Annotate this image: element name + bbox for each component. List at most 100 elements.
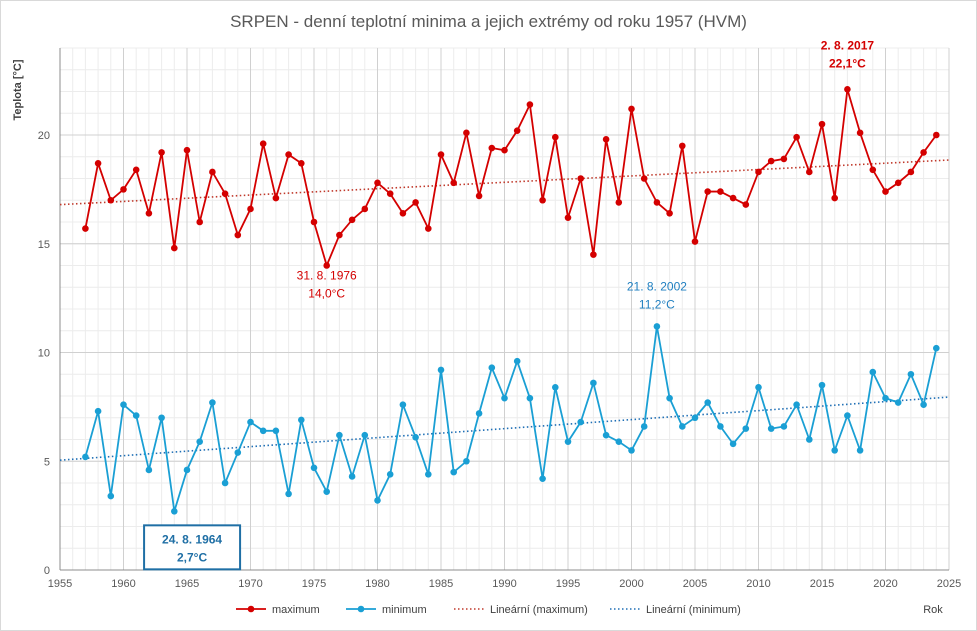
data-point-maximum <box>806 168 813 176</box>
data-point-maximum <box>856 129 864 137</box>
data-point-maximum <box>183 146 191 154</box>
data-point-maximum <box>336 231 343 239</box>
data-point-minimum <box>82 453 89 461</box>
data-point-minimum <box>717 423 724 430</box>
data-point-minimum <box>526 394 534 402</box>
data-point-maximum <box>425 225 432 232</box>
data-point-minimum <box>628 447 635 454</box>
annotation-date: 2. 8. 2017 <box>821 38 875 52</box>
data-point-minimum <box>742 425 750 432</box>
y-tick-label: 0 <box>44 565 50 577</box>
data-point-minimum <box>145 466 153 474</box>
data-point-minimum <box>183 466 191 474</box>
data-point-minimum <box>640 423 648 430</box>
data-point-minimum <box>259 427 267 435</box>
data-point-maximum <box>564 214 572 221</box>
data-point-minimum <box>120 401 127 409</box>
data-point-minimum <box>780 423 788 430</box>
data-point-maximum <box>285 151 292 158</box>
annotation-value: 22,1°C <box>829 56 866 70</box>
annotation-date: 31. 8. 1976 <box>297 269 357 283</box>
data-point-minimum <box>806 436 813 443</box>
data-point-maximum <box>691 238 699 245</box>
x-tick-label: 1985 <box>429 578 453 590</box>
data-point-minimum <box>310 464 318 472</box>
data-point-minimum <box>564 438 572 445</box>
data-point-maximum <box>869 166 877 174</box>
data-point-minimum <box>933 344 940 352</box>
data-point-minimum <box>818 381 826 389</box>
data-point-maximum <box>82 225 89 232</box>
data-point-minimum <box>374 497 381 504</box>
data-point-minimum <box>475 410 483 417</box>
data-point-minimum <box>539 475 546 482</box>
data-point-maximum <box>348 216 356 224</box>
data-point-minimum <box>348 473 356 480</box>
data-point-minimum <box>450 468 458 476</box>
x-tick-label: 2020 <box>873 578 897 590</box>
data-point-maximum <box>513 127 521 134</box>
data-point-maximum <box>158 149 165 156</box>
data-point-maximum <box>780 155 788 163</box>
data-point-maximum <box>933 131 940 139</box>
annotation-value: 2,7°C <box>177 550 207 564</box>
data-point-maximum <box>767 157 775 165</box>
data-point-maximum <box>209 168 216 176</box>
data-point-minimum <box>272 427 280 435</box>
data-point-maximum <box>882 188 889 195</box>
data-point-minimum <box>361 431 369 439</box>
data-point-maximum <box>704 188 711 195</box>
y-tick-label: 5 <box>44 456 50 468</box>
data-point-maximum <box>298 159 305 167</box>
series-line-minimum <box>84 326 938 512</box>
data-point-minimum <box>386 471 394 478</box>
data-point-maximum <box>374 179 381 187</box>
data-point-minimum <box>247 418 254 426</box>
data-point-maximum <box>526 101 534 108</box>
data-point-maximum <box>920 149 927 156</box>
data-point-maximum <box>577 175 584 182</box>
data-point-maximum <box>437 151 445 158</box>
data-point-maximum <box>323 262 331 269</box>
data-point-maximum <box>463 129 470 137</box>
data-point-minimum <box>513 357 521 365</box>
y-tick-label: 20 <box>38 130 50 142</box>
data-point-maximum <box>729 194 737 202</box>
data-point-maximum <box>793 133 800 141</box>
legend-label: Lineární (maximum) <box>490 604 588 616</box>
data-point-maximum <box>399 210 407 217</box>
data-point-minimum <box>552 384 559 391</box>
data-point-maximum <box>145 210 153 217</box>
data-point-minimum <box>907 370 915 378</box>
data-point-minimum <box>691 414 699 422</box>
data-point-minimum <box>298 416 305 424</box>
legend-label: Lineární (minimum) <box>646 604 741 616</box>
annotation-date: 21. 8. 2002 <box>627 279 687 293</box>
data-point-maximum <box>679 142 686 150</box>
data-point-minimum <box>577 418 584 426</box>
data-point-minimum <box>615 438 623 445</box>
data-point-minimum <box>894 399 902 406</box>
data-point-minimum <box>755 384 762 391</box>
data-point-minimum <box>869 368 877 376</box>
data-point-minimum <box>336 431 343 439</box>
data-point-maximum <box>272 194 280 202</box>
legend-label: minimum <box>382 604 427 616</box>
annotation-value: 11,2°C <box>639 297 675 311</box>
data-point-minimum <box>590 379 597 387</box>
legend-marker-minimum <box>357 605 365 613</box>
legend-label: maximum <box>272 604 320 616</box>
x-tick-label: 2025 <box>937 578 961 590</box>
x-tick-label: 2015 <box>810 578 834 590</box>
x-tick-label: 1975 <box>302 578 326 590</box>
x-tick-label: 1965 <box>175 578 199 590</box>
data-point-maximum <box>831 194 838 202</box>
data-point-minimum <box>196 438 203 445</box>
x-tick-label: 1980 <box>365 578 389 590</box>
data-point-minimum <box>488 364 496 372</box>
data-point-maximum <box>475 192 483 200</box>
data-point-maximum <box>247 205 254 213</box>
data-point-minimum <box>425 471 432 478</box>
legend-marker-maximum <box>247 605 255 613</box>
